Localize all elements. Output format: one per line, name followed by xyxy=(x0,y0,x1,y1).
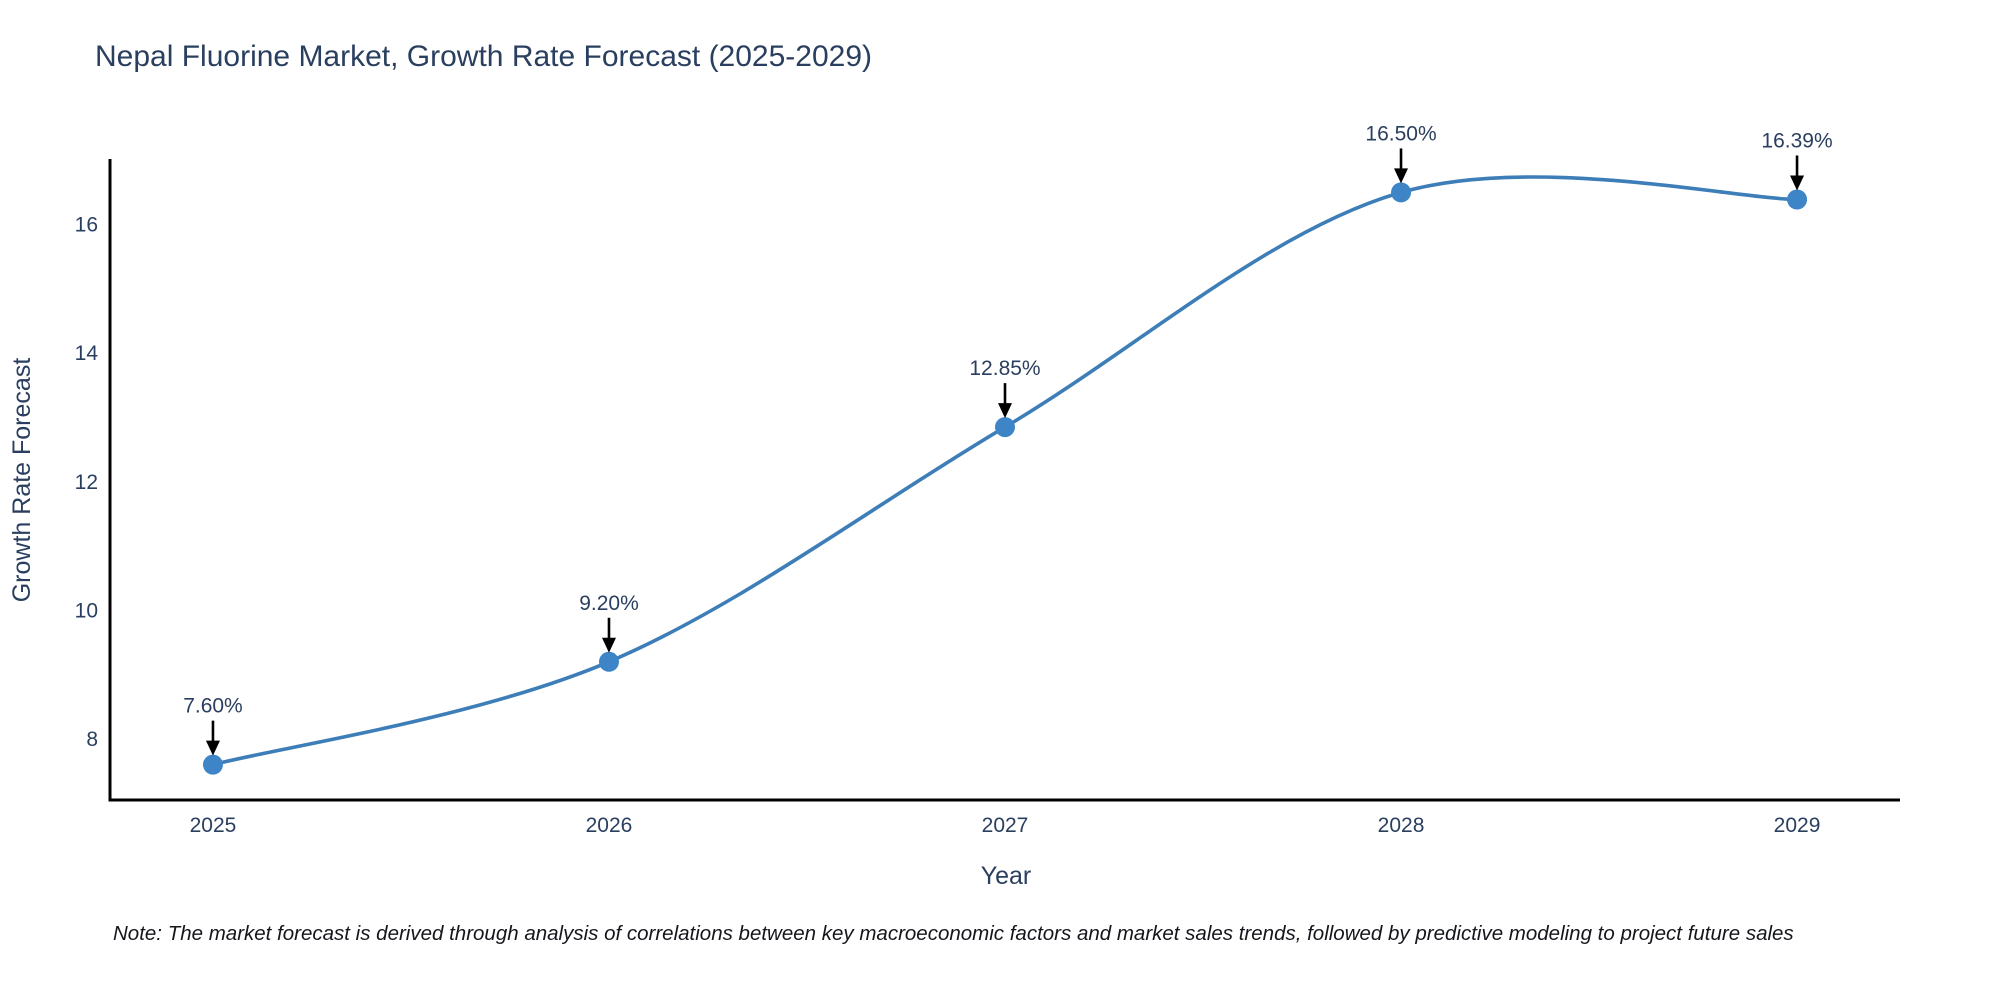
data-point-label: 16.50% xyxy=(1365,122,1436,145)
annotation-arrowhead xyxy=(205,740,220,756)
footnote: Note: The market forecast is derived thr… xyxy=(113,922,1794,945)
data-point-marker xyxy=(1391,182,1412,203)
annotation-arrowhead xyxy=(1790,175,1805,191)
x-tick-label: 2029 xyxy=(1774,814,1821,837)
plot-area: 8 10 12 14 16 2025 2026 2027 2028 2029 7.60% 9.20% 1… xyxy=(75,122,1900,837)
x-tick-label: 2026 xyxy=(586,814,633,837)
y-tick-label: 10 xyxy=(75,599,98,622)
data-point-label: 16.39% xyxy=(1761,130,1832,153)
data-point-marker xyxy=(1787,189,1808,210)
annotation-arrowhead xyxy=(601,637,616,653)
y-axis-title: Growth Rate Forecast xyxy=(8,358,36,603)
y-tick-label: 14 xyxy=(75,342,99,365)
data-point-marker xyxy=(202,754,223,775)
x-tick-label: 2025 xyxy=(190,814,237,837)
data-point-label: 7.60% xyxy=(183,695,243,718)
annotation-arrowhead xyxy=(1394,168,1409,184)
data-point-marker xyxy=(598,651,619,672)
data-point-marker xyxy=(995,417,1015,438)
x-tick-label: 2027 xyxy=(982,814,1029,837)
data-point-label: 9.20% xyxy=(579,592,639,615)
y-tick-label: 16 xyxy=(75,214,98,237)
y-tick-label: 12 xyxy=(75,471,98,494)
data-point-label: 12.85% xyxy=(969,357,1040,380)
series-line xyxy=(211,175,1799,767)
annotation-arrowhead xyxy=(998,403,1012,419)
chart-title: Nepal Fluorine Market, Growth Rate Forec… xyxy=(95,40,872,73)
y-tick-label: 8 xyxy=(86,728,98,751)
x-axis-title: Year xyxy=(981,862,1032,890)
x-tick-label: 2028 xyxy=(1378,814,1425,837)
